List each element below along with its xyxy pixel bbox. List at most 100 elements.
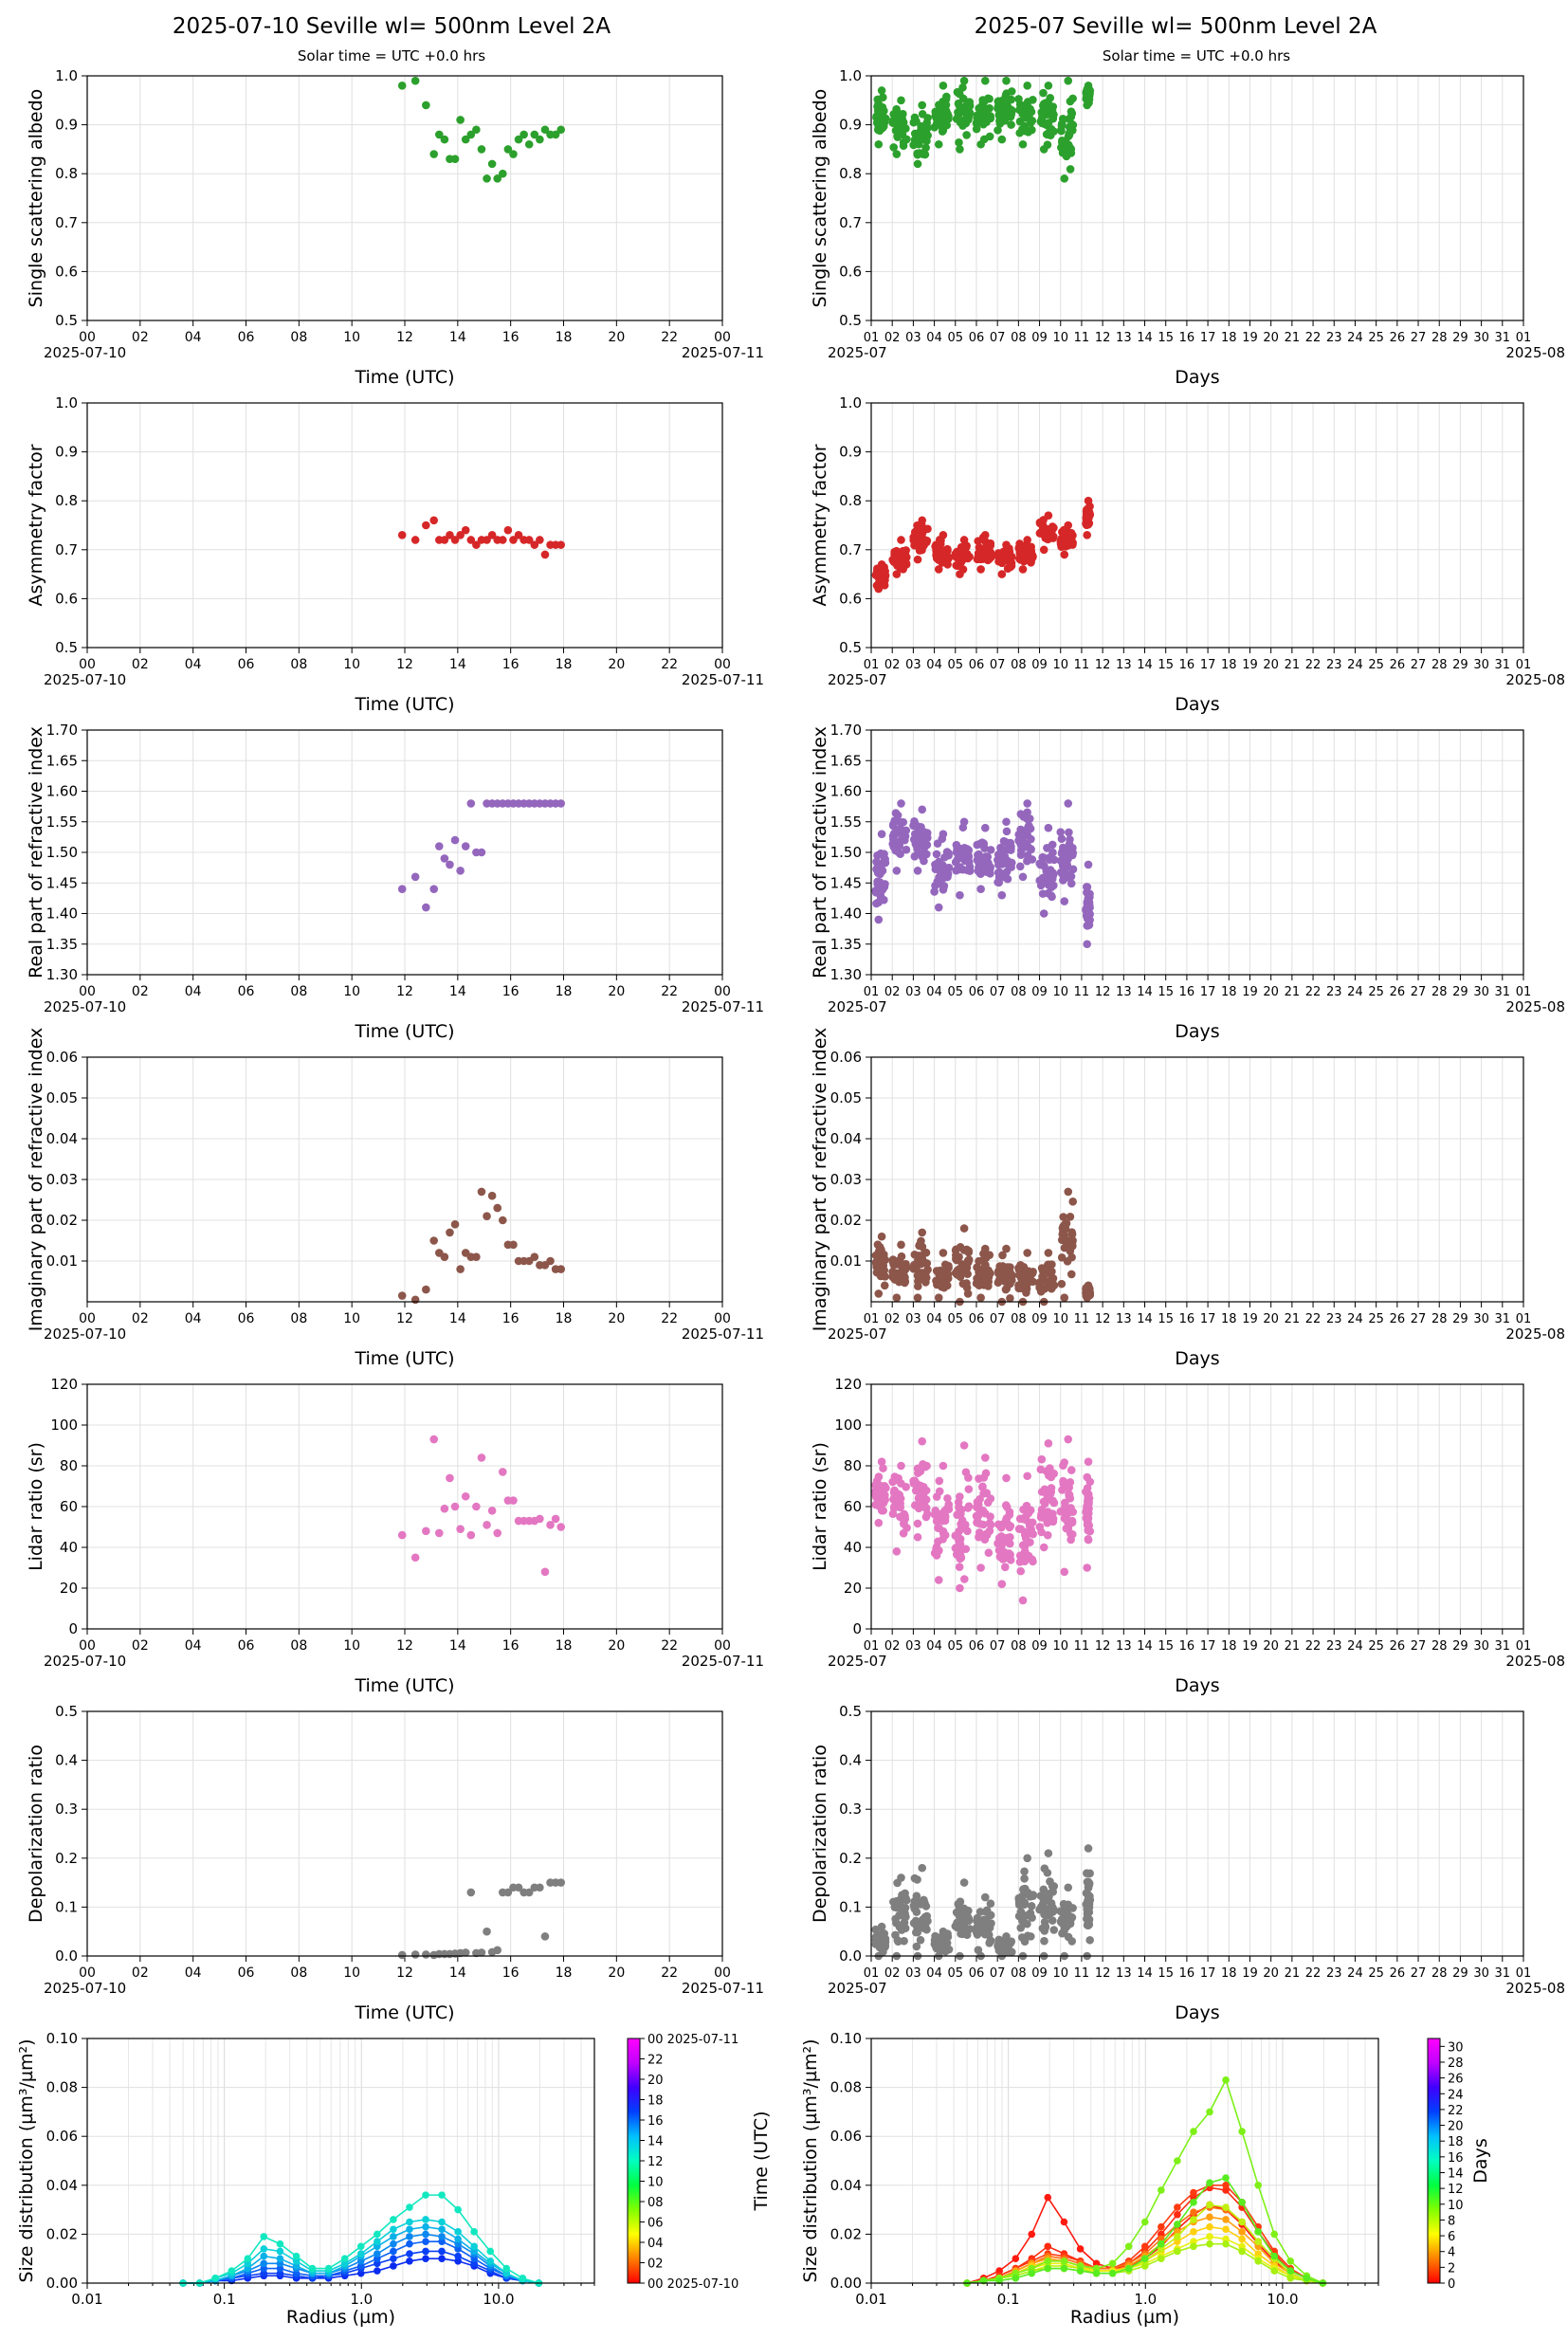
x-end-date: 2025-08 — [1505, 998, 1565, 1015]
colorbar-tick-label: 20 — [647, 2074, 664, 2088]
y-tick-label: 0.06 — [830, 1049, 862, 1066]
data-point — [446, 531, 454, 539]
data-point — [975, 1266, 984, 1275]
data-point — [498, 169, 507, 178]
data-point — [461, 135, 470, 144]
size-dist-point — [260, 2259, 268, 2268]
x-tick-label: 02 — [884, 985, 901, 999]
data-point — [975, 1281, 984, 1290]
data-point — [892, 570, 902, 578]
data-point — [995, 869, 1005, 878]
data-point — [994, 126, 1002, 135]
x-tick-label: 16 — [502, 1638, 520, 1654]
data-point — [1064, 534, 1073, 542]
data-point — [1064, 1509, 1072, 1518]
data-point — [422, 101, 430, 110]
y-axis-label: Imaginary part of refractive index — [26, 1028, 46, 1332]
x-tick-label: 06 — [969, 331, 985, 345]
y-axis-label: Depolarization ratio — [26, 1745, 46, 1923]
y-tick-label: 0.05 — [46, 1089, 78, 1106]
data-point — [1039, 1272, 1048, 1281]
data-point — [935, 1546, 943, 1555]
data-point — [1058, 138, 1067, 147]
x-tick-label: 16 — [502, 1311, 520, 1326]
data-point — [984, 1548, 994, 1558]
data-point — [1006, 1556, 1015, 1564]
size-dist-point — [1158, 2186, 1165, 2194]
x-axis-label: Time (UTC) — [354, 694, 454, 715]
data-point — [872, 899, 881, 908]
size-dist-point — [1254, 2257, 1262, 2265]
data-point — [1047, 1484, 1056, 1492]
x-tick-label: 10 — [1052, 1312, 1068, 1326]
x-tick-label: 21 — [1285, 658, 1301, 672]
y-tick-label: 0.03 — [46, 1171, 78, 1188]
data-point — [873, 1489, 882, 1498]
data-point — [986, 846, 995, 854]
y-tick-label: 0.3 — [839, 1801, 862, 1818]
data-point — [429, 1236, 439, 1245]
size-dist-point — [356, 2250, 365, 2258]
x-tick-label: 25 — [1368, 1966, 1384, 1981]
colorbar-tick-label: 28 — [1448, 2057, 1464, 2071]
data-point — [1015, 862, 1025, 871]
size-dist-point — [276, 2247, 284, 2256]
data-point — [1060, 1293, 1069, 1302]
data-point — [1023, 1854, 1031, 1863]
size-dist-point — [1222, 2239, 1230, 2248]
data-point — [913, 159, 922, 169]
data-point — [410, 1295, 420, 1305]
data-point — [1068, 94, 1077, 103]
y-tick-label: 0.7 — [839, 214, 862, 231]
data-point — [1082, 1488, 1091, 1496]
x-end-date: 2025-07-11 — [682, 1325, 764, 1343]
y-tick-label: 0.8 — [55, 492, 78, 509]
data-point — [1043, 535, 1052, 543]
data-point — [1039, 853, 1048, 862]
data-point — [1083, 940, 1092, 949]
data-point — [556, 799, 566, 808]
data-point — [1002, 817, 1011, 827]
x-tick-label: 08 — [1011, 1639, 1027, 1654]
colorbar-label: Days — [1470, 2138, 1491, 2183]
data-point — [1083, 1293, 1092, 1302]
data-point — [440, 1504, 449, 1513]
data-point — [487, 1507, 497, 1515]
data-point — [1049, 1926, 1059, 1934]
y-tick-label: 0.0 — [839, 1947, 862, 1965]
x-tick-label: 21 — [1285, 1966, 1301, 1981]
data-point — [1020, 1867, 1029, 1876]
data-point — [1035, 1283, 1044, 1292]
data-point — [1085, 1892, 1093, 1901]
x-tick-label: 15 — [1158, 985, 1174, 999]
data-point — [1046, 1464, 1054, 1472]
data-point — [1041, 1923, 1050, 1932]
plot-area — [87, 2038, 594, 2283]
x-tick-label: 19 — [1242, 331, 1258, 345]
data-point — [978, 100, 987, 109]
data-point — [461, 1491, 470, 1501]
x-tick-label: 10.0 — [1267, 2291, 1298, 2308]
x-tick-label: 03 — [905, 331, 921, 345]
x-tick-label: 12 — [1095, 985, 1111, 999]
x-tick-label: 01 — [1516, 1639, 1532, 1654]
y-tick-label: 40 — [844, 1539, 862, 1556]
data-point — [483, 536, 491, 544]
x-tick-label: 02 — [884, 1312, 901, 1326]
panel-left-row-2: 1.30 1.35 1.40 1.45 1.50 1.55 1.60 1.65 1.70 00 02… — [26, 722, 764, 1042]
x-axis-label: Days — [1175, 1675, 1219, 1696]
x-tick-label: 00 — [79, 330, 96, 345]
data-point — [429, 1435, 439, 1444]
x-tick-label: 16 — [502, 657, 520, 672]
y-tick-label: 0.02 — [830, 1212, 862, 1229]
right-title: 2025-07 Seville wl= 500nm Level 2A — [975, 14, 1377, 39]
data-point — [1048, 105, 1057, 115]
y-tick-label: 0.05 — [830, 1089, 862, 1106]
size-dist-point — [1206, 2213, 1213, 2221]
x-tick-label: 00 — [79, 657, 96, 672]
data-point — [540, 1567, 550, 1577]
data-point — [440, 536, 449, 544]
y-tick-label: 1.65 — [830, 752, 862, 769]
data-point — [1083, 1563, 1092, 1572]
plot-frame — [870, 1056, 1524, 1303]
